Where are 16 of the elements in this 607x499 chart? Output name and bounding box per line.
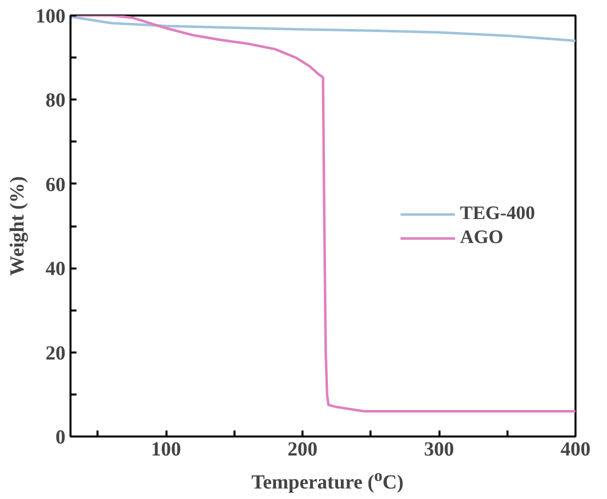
y-tick-label: 20 (46, 342, 66, 364)
y-tick-label: 0 (56, 426, 66, 448)
line-series (70, 16, 576, 42)
y-tick-label: 60 (46, 174, 66, 196)
y-tick-label: 80 (46, 90, 66, 112)
x-tick-label: 300 (424, 438, 454, 460)
y-tick-label: 100 (36, 6, 66, 28)
x-tick-label: 100 (151, 438, 182, 460)
x-tick-label: 400 (560, 438, 590, 460)
x-tick-label: 200 (288, 438, 318, 460)
y-axis-title: Weight (%) (6, 176, 28, 276)
legend-label: AGO (460, 226, 504, 248)
x-axis-title: Temperature ($^{o}$C) (251, 465, 404, 496)
y-tick-label: 40 (46, 258, 66, 280)
line-series (70, 16, 576, 412)
legend-label: TEG-400 (460, 202, 535, 224)
